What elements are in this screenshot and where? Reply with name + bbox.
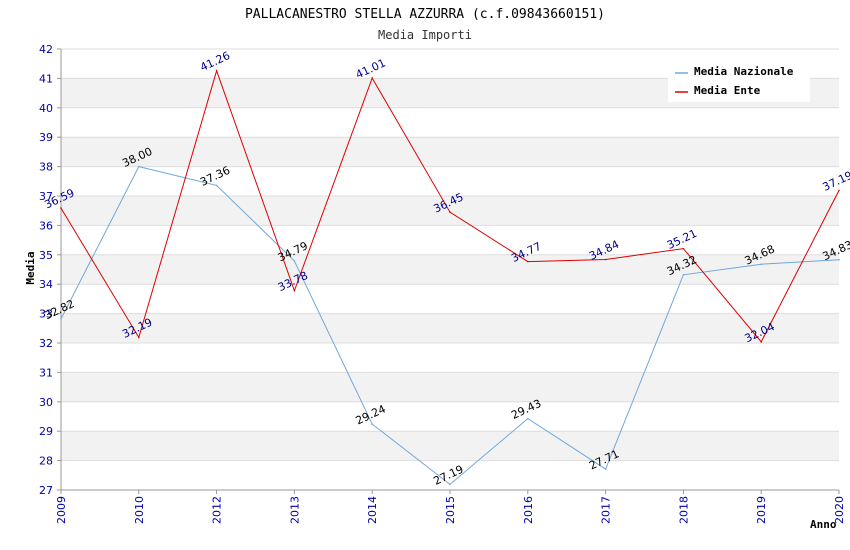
data-label-media-ente: 41.26 — [198, 49, 232, 74]
data-point-media-nazionale — [604, 468, 607, 470]
x-tick-label: 2012 — [211, 496, 224, 524]
data-point-media-ente — [838, 189, 840, 192]
y-tick-label: 37 — [39, 190, 53, 203]
y-axis-label: Media — [24, 251, 37, 284]
y-tick-label: 32 — [39, 337, 53, 350]
data-point-media-ente — [215, 69, 218, 72]
data-point-media-nazionale — [371, 423, 374, 425]
data-point-media-nazionale — [215, 184, 218, 187]
y-tick-label: 39 — [39, 131, 53, 144]
y-tick-label: 30 — [39, 396, 53, 409]
data-point-media-nazionale — [293, 260, 296, 262]
grid-band — [61, 372, 839, 402]
legend-box — [668, 60, 810, 102]
chart-title: PALLACANESTRO STELLA AZZURRA (c.f.098436… — [245, 7, 605, 22]
y-tick-label: 38 — [39, 161, 53, 174]
legend: Media Nazionale Media Ente — [668, 60, 810, 102]
grid-bands — [61, 78, 839, 461]
y-tick-label: 27 — [39, 484, 53, 497]
x-axis-label: Anno — [810, 518, 837, 531]
grid-band — [61, 137, 839, 167]
x-tick-label: 2014 — [366, 496, 379, 524]
y-tick-label: 41 — [39, 72, 53, 85]
x-tick-label: 2019 — [755, 496, 768, 524]
y-tick-label: 33 — [39, 308, 53, 321]
data-point-media-ente — [60, 207, 62, 209]
data-point-media-nazionale — [760, 263, 762, 266]
data-point-media-ente — [371, 77, 374, 79]
x-tick-label: 2010 — [133, 496, 146, 524]
x-tick-label: 2020 — [833, 496, 846, 524]
x-tick-labels: 2009 2010 2012 2013 2014 2015 2016 2017 2018 2019… — [55, 496, 846, 524]
data-label-media-ente: 41.01 — [354, 56, 388, 81]
y-tick-label: 34 — [39, 278, 53, 291]
grid-band — [61, 313, 839, 343]
x-tick-label: 2017 — [600, 496, 613, 524]
data-point-media-ente — [449, 211, 451, 213]
data-point-media-nazionale — [449, 483, 451, 486]
data-point-media-nazionale — [838, 258, 840, 261]
x-tick-label: 2009 — [55, 496, 68, 524]
grid-band — [61, 431, 839, 461]
data-point-media-nazionale — [527, 417, 529, 420]
data-point-media-ente — [293, 289, 296, 292]
data-point-media-ente — [760, 341, 762, 343]
data-point-media-nazionale — [60, 318, 62, 320]
y-tick-label: 35 — [39, 249, 53, 262]
x-tick-label: 2018 — [677, 496, 690, 524]
data-label-media-ente: 35.21 — [665, 227, 699, 252]
x-tick-label: 2016 — [522, 496, 535, 524]
chart-subtitle: Media Importi — [378, 28, 472, 42]
data-label-media-ente: 37.19 — [820, 169, 850, 194]
y-tick-label: 42 — [39, 43, 53, 56]
legend-label-media-ente: Media Ente — [694, 84, 761, 97]
grid-band — [61, 196, 839, 226]
data-point-media-ente — [527, 260, 529, 263]
y-tick-label: 29 — [39, 425, 53, 438]
y-tick-labels: 27 28 29 30 31 32 33 34 35 36 37 38 39 40 41 42 — [39, 43, 53, 497]
data-label-media-nazionale: 29.24 — [354, 402, 388, 427]
y-tick-label: 31 — [39, 366, 53, 379]
data-point-media-ente — [138, 336, 140, 339]
data-point-media-nazionale — [138, 165, 140, 168]
x-tick-label: 2013 — [288, 496, 301, 524]
series-lines — [60, 69, 840, 486]
y-tick-label: 36 — [39, 219, 53, 232]
legend-label-media-nazionale: Media Nazionale — [694, 65, 794, 78]
y-tick-label: 28 — [39, 455, 53, 468]
axes — [57, 48, 840, 494]
data-label-media-nazionale: 27.19 — [431, 463, 465, 488]
x-tick-label: 2015 — [444, 496, 457, 524]
data-point-media-ente — [604, 258, 607, 261]
data-point-media-nazionale — [682, 273, 685, 276]
y-tick-label: 40 — [39, 102, 53, 115]
data-point-media-ente — [682, 247, 685, 250]
